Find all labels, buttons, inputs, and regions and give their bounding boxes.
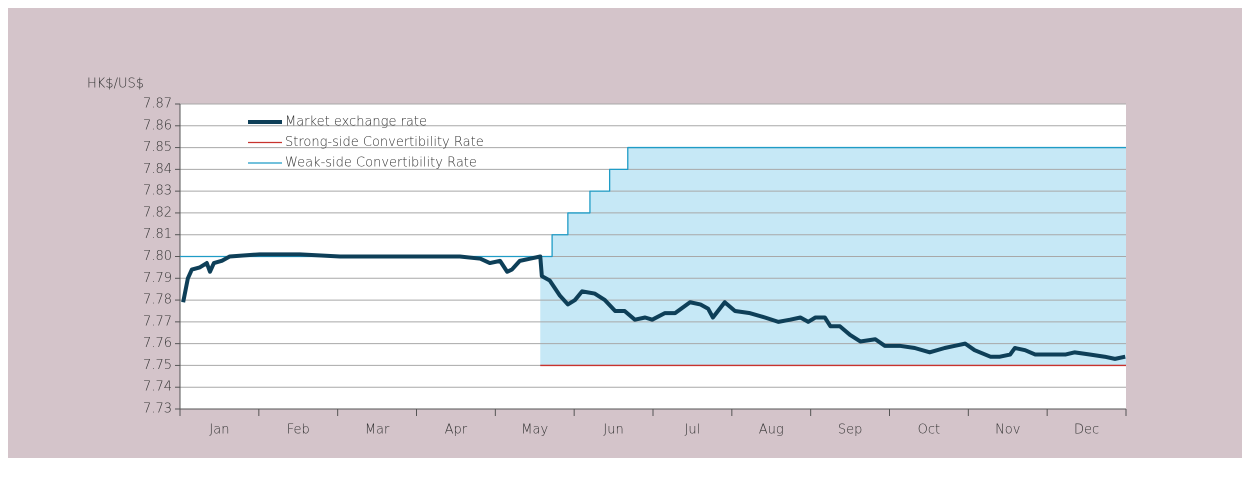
x-tick-label: Aug xyxy=(759,423,784,438)
legend-label: Strong-side Convertibility Rate xyxy=(285,135,484,150)
y-tick-label: 7.86 xyxy=(143,118,172,133)
series-line xyxy=(181,252,1126,361)
y-tick-label: 7.78 xyxy=(143,293,172,308)
x-tick-label: Apr xyxy=(445,423,468,438)
x-tick-label: Dec xyxy=(1074,423,1099,438)
x-tick-label: May xyxy=(521,423,548,438)
y-tick-label: 7.75 xyxy=(143,358,172,373)
x-tick-label: Nov xyxy=(995,423,1020,438)
x-tick-label: Mar xyxy=(365,423,390,438)
legend-label: Market exchange rate xyxy=(285,115,427,130)
x-tick-label: Jul xyxy=(685,423,701,438)
y-tick-label: 7.81 xyxy=(143,227,172,242)
y-tick-label: 7.80 xyxy=(143,249,172,264)
y-tick-label: 7.87 xyxy=(143,97,172,112)
y-tick-label: 7.83 xyxy=(143,184,172,199)
y-tick-label: 7.82 xyxy=(143,205,172,220)
legend-label: Weak-side Convertibility Rate xyxy=(285,156,477,171)
x-tick-label: Oct xyxy=(918,423,940,438)
x-tick-label: Feb xyxy=(287,423,310,438)
series-line xyxy=(180,146,1126,258)
y-axis-label: HK$/US$ xyxy=(87,77,144,92)
y-tick-label: 7.84 xyxy=(143,162,172,177)
y-tick-label: 7.85 xyxy=(143,140,172,155)
x-tick-label: Jun xyxy=(603,423,623,438)
y-tick-label: 7.76 xyxy=(143,336,172,351)
y-tick-label: 7.77 xyxy=(143,314,172,329)
y-tick-label: 7.73 xyxy=(143,402,172,417)
x-tick-label: Jan xyxy=(209,423,229,438)
y-tick-label: 7.79 xyxy=(143,271,172,286)
y-tick-label: 7.74 xyxy=(143,380,172,395)
x-tick-label: Sep xyxy=(838,423,863,438)
